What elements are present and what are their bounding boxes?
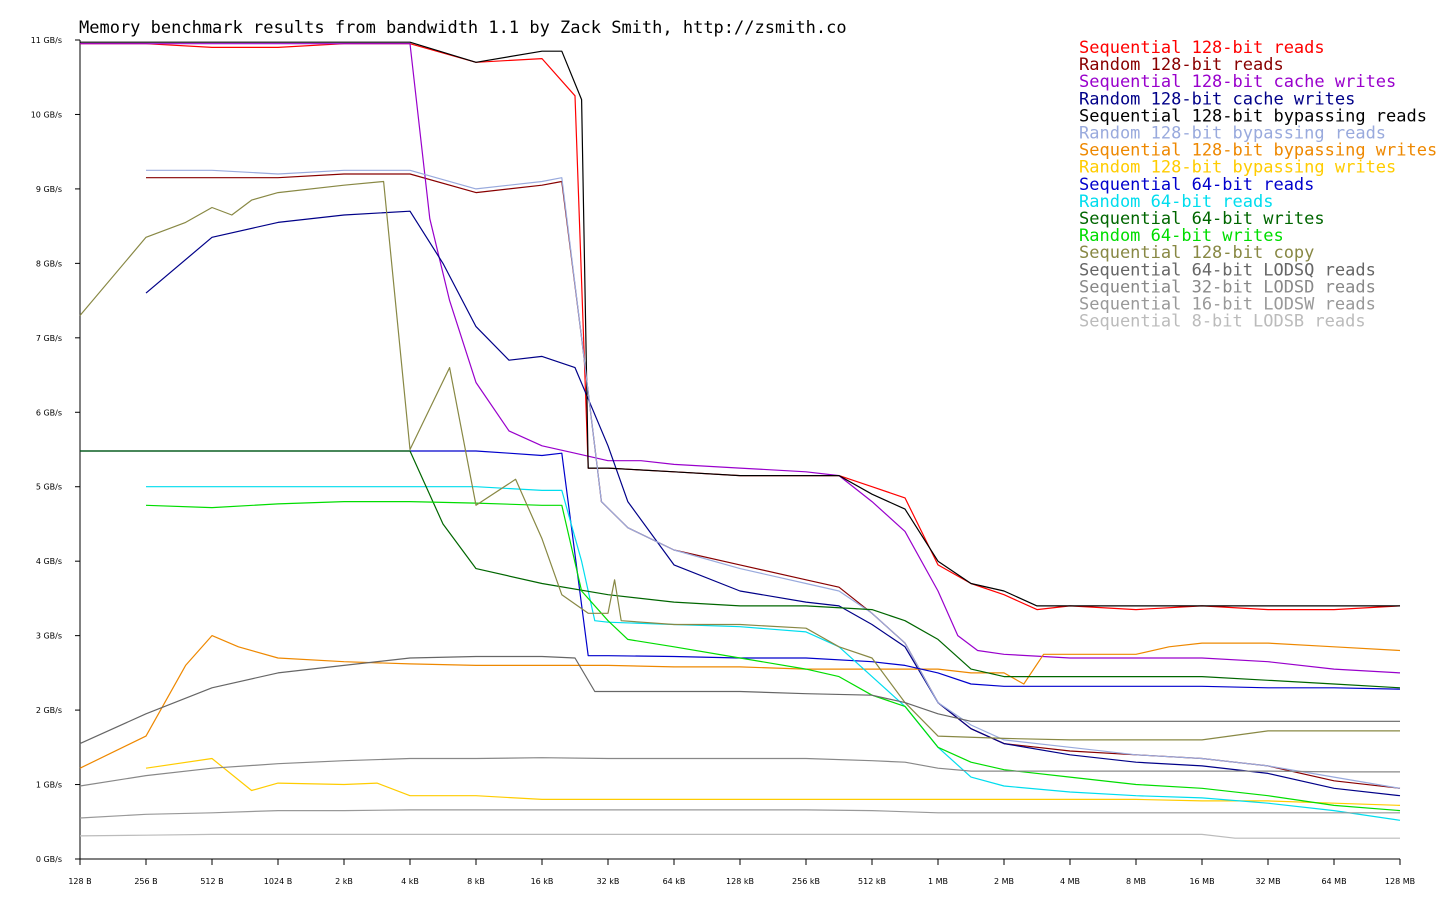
x-tick-label: 8 kB: [467, 877, 485, 886]
y-tick-label: 0 GB/s: [36, 855, 62, 864]
legend-entry: Sequential 16-bit LODSW reads: [1079, 295, 1376, 315]
y-tick-label: 10 GB/s: [31, 110, 62, 119]
series-line-3: [80, 43, 1401, 674]
legend-entry: Sequential 32-bit LODSD reads: [1079, 277, 1376, 297]
x-tick-label: 16 MB: [1189, 877, 1214, 886]
x-tick-label: 1024 B: [264, 877, 292, 886]
y-tick-label: 3 GB/s: [36, 632, 62, 641]
legend-entry: Random 64-bit reads: [1079, 192, 1273, 212]
legend-entry: Sequential 128-bit bypassing writes: [1079, 141, 1437, 161]
legend-entry: Sequential 128-bit cache writes: [1079, 72, 1396, 92]
series-line-13: [79, 180, 1400, 741]
y-tick-label: 9 GB/s: [36, 185, 62, 194]
y-tick-label: 5 GB/s: [36, 483, 62, 492]
y-tick-label: 6 GB/s: [36, 408, 62, 417]
legend-entry: Sequential 64-bit reads: [1079, 175, 1314, 195]
legend-entry: Sequential 64-bit writes: [1079, 209, 1325, 229]
legend-entry: Random 64-bit writes: [1079, 226, 1284, 246]
y-tick-label: 7 GB/s: [36, 334, 62, 343]
y-tick-label: 4 GB/s: [36, 557, 62, 566]
series-line-16: [79, 809, 1400, 819]
series-lines: [79, 41, 1401, 839]
y-tick-label: 8 GB/s: [36, 259, 62, 268]
series-line-2: [146, 173, 1401, 789]
series-line-8: [145, 757, 1401, 806]
legend-entry: Sequential 128-bit bypassing reads: [1079, 106, 1427, 126]
legend-entry: Sequential 64-bit LODSQ reads: [1079, 260, 1376, 280]
x-tick-label: 256 kB: [792, 877, 820, 886]
legend-entry: Sequential 128-bit copy: [1079, 243, 1314, 263]
x-tick-label: 2 kB: [335, 877, 353, 886]
series-line-4: [145, 210, 1401, 797]
x-tick-label: 2 MB: [994, 877, 1014, 886]
x-tick-label: 1 MB: [928, 877, 948, 886]
y-tick-label: 1 GB/s: [36, 781, 62, 790]
legend-entry: Random 128-bit cache writes: [1079, 89, 1355, 109]
x-tick-label: 4 kB: [401, 877, 419, 886]
x-tick-label: 4 MB: [1060, 877, 1080, 886]
y-tick-label: 2 GB/s: [36, 706, 62, 715]
legend-entry: Random 128-bit bypassing writes: [1079, 158, 1396, 178]
chart-title: Memory benchmark results from bandwidth …: [79, 18, 847, 38]
series-line-6: [146, 169, 1401, 789]
series-line-5: [80, 41, 1400, 607]
series-line-9: [80, 450, 1401, 690]
x-tick-label: 512 kB: [858, 877, 886, 886]
x-tick-label: 16 kB: [531, 877, 554, 886]
series-line-10: [146, 486, 1401, 821]
x-tick-label: 256 B: [134, 877, 157, 886]
legend-entry: Sequential 128-bit reads: [1079, 38, 1325, 58]
x-tick-label: 128 kB: [726, 877, 754, 886]
y-ticks: 0 GB/s 1 GB/s 2 GB/s 3 GB/s 4 GB/s 5 GB/s 6 GB…: [31, 36, 80, 864]
x-tick-label: 64 kB: [663, 877, 686, 886]
y-tick-label: 11 GB/s: [31, 36, 62, 45]
x-tick-label: 32 kB: [597, 877, 620, 886]
x-ticks: 128 B 256 B 512 B 1024 B 2 kB 4 kB 8 kB 16 kB 32…: [68, 859, 1415, 886]
series-line-15: [79, 757, 1400, 787]
x-tick-label: 512 B: [200, 877, 223, 886]
series-line-17: [79, 833, 1400, 839]
x-tick-label: 128 B: [68, 877, 91, 886]
x-tick-label: 128 MB: [1385, 877, 1415, 886]
series-line-7: [79, 634, 1401, 769]
legend-entry: Random 128-bit bypassing reads: [1079, 124, 1386, 144]
series-line-12: [145, 501, 1401, 812]
series-line-11: [80, 450, 1401, 689]
x-tick-label: 32 MB: [1255, 877, 1280, 886]
legend-entry: Sequential 8-bit LODSB reads: [1079, 312, 1366, 332]
legend-entry: Random 128-bit reads: [1079, 55, 1284, 75]
x-tick-label: 8 MB: [1126, 877, 1146, 886]
x-tick-label: 64 MB: [1321, 877, 1346, 886]
series-line-14: [79, 655, 1400, 745]
